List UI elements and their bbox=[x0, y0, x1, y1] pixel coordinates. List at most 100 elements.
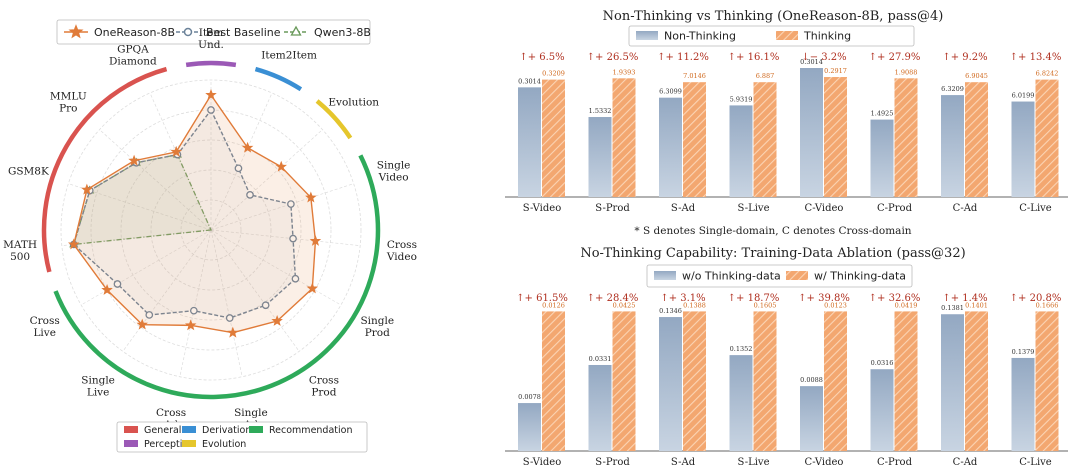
change-label: ↑+ 26.5% bbox=[587, 52, 639, 63]
onereason-8b-point bbox=[136, 318, 148, 330]
bottom-legend-box bbox=[646, 264, 913, 288]
bar-top-baseline bbox=[729, 105, 753, 197]
bar-bottom-baseline bbox=[518, 403, 541, 451]
x-tick-label: C-Live bbox=[1019, 457, 1052, 468]
bar-top-baseline bbox=[588, 117, 612, 197]
radar-axis-label: Single bbox=[81, 374, 115, 386]
radar-spoke bbox=[210, 229, 300, 352]
radar-spoke bbox=[210, 229, 243, 377]
bar-top-improved bbox=[542, 79, 565, 197]
radar-axis-label: Cross bbox=[156, 407, 186, 419]
bar-top-baseline bbox=[870, 119, 894, 197]
radar-group-arc bbox=[254, 66, 303, 92]
bar-top-baseline bbox=[941, 95, 964, 197]
change-label: ↑+ 32.6% bbox=[869, 293, 921, 304]
change-label: ↑+ 13.4% bbox=[1010, 52, 1062, 63]
group-legend-label: Evolution bbox=[202, 439, 246, 450]
onereason-8b-point bbox=[306, 282, 319, 294]
radar-axis-label: Live bbox=[87, 386, 109, 398]
bottom-bar-chart: No-Thinking Capability: Training-Data Ab… bbox=[505, 246, 1068, 468]
bar-value-label: 0.1379 bbox=[1012, 348, 1035, 356]
bar-bottom-improved bbox=[542, 311, 565, 451]
radar-axis-label: MMLU bbox=[50, 91, 87, 103]
change-label: ↑+ 20.8% bbox=[1010, 293, 1062, 304]
bar-bottom-improved bbox=[1035, 311, 1059, 451]
bar-legend-label: Thinking bbox=[803, 30, 851, 43]
top-legend: Non-Thinking Thinking bbox=[636, 30, 851, 43]
radar-legend-label: Best Baseline bbox=[206, 26, 281, 39]
x-tick-label: S-Prod bbox=[595, 457, 630, 468]
radar-axis-label: Prod bbox=[365, 327, 390, 339]
onereason-8b-point bbox=[184, 319, 197, 331]
onereason-8b-point bbox=[81, 183, 93, 195]
change-label: ↑+ 18.7% bbox=[728, 293, 780, 304]
group-legend-swatch bbox=[249, 426, 263, 433]
bar-value-label: 1.4925 bbox=[871, 110, 894, 118]
radar-spoke bbox=[80, 229, 212, 306]
change-label: ↑+ 1.4% bbox=[942, 293, 987, 304]
change-label: ↑+ 27.9% bbox=[869, 52, 921, 63]
radar-axis-label: Cross bbox=[30, 315, 60, 327]
x-tick-label: S-Live bbox=[737, 457, 769, 468]
bar-value-label: 0.1381 bbox=[941, 304, 964, 312]
radar-legend-label: Qwen3-8B bbox=[314, 26, 371, 39]
best-baseline-point bbox=[207, 106, 215, 114]
radar-group-arc bbox=[53, 154, 381, 400]
bar-value-label: 0.0126 bbox=[542, 301, 565, 309]
group-legend-swatch bbox=[182, 426, 196, 433]
radar-axis-label: GSM8K bbox=[8, 166, 49, 178]
onereason-8b-point bbox=[205, 88, 217, 100]
bar-bottom-baseline bbox=[729, 355, 753, 451]
bar-value-label: 6.887 bbox=[756, 72, 775, 80]
bar-legend-label: Non-Thinking bbox=[664, 30, 736, 43]
bar-bottom-improved bbox=[894, 311, 918, 451]
bar-legend-label: w/ Thinking-data bbox=[814, 270, 906, 283]
bar-value-label: 7.0146 bbox=[683, 72, 706, 80]
radar-axis-label: 500 bbox=[10, 251, 30, 263]
radar-spoke bbox=[210, 229, 342, 306]
radar-axis-label: Video bbox=[386, 251, 417, 263]
bar-value-label: 6.0199 bbox=[1012, 92, 1035, 100]
x-tick-label: C-Prod bbox=[877, 457, 913, 468]
best-baseline-point bbox=[225, 314, 234, 322]
bar-value-label: 0.0331 bbox=[589, 355, 612, 363]
group-legend-label: Recommendation bbox=[269, 425, 352, 436]
radar-legend-star-marker bbox=[68, 24, 84, 39]
bar-bottom-improved bbox=[965, 311, 988, 451]
onereason-8b-point bbox=[101, 283, 113, 295]
bar-top-improved bbox=[612, 78, 636, 197]
radar-axis-labels: ItemUnd.Item2ItemEvolutionSingleVideoCro… bbox=[3, 27, 417, 431]
x-tick-label: C-Live bbox=[1019, 203, 1052, 214]
best-baseline-point bbox=[287, 200, 295, 208]
group-legend: General Derivation Recommendation Perceptio… bbox=[124, 425, 352, 450]
bar-value-label: 0.3014 bbox=[518, 77, 541, 85]
radar-axis-label: Single bbox=[360, 315, 394, 327]
radar-group-ring bbox=[41, 60, 381, 400]
group-legend-swatch bbox=[124, 426, 138, 433]
onereason-8b-point bbox=[128, 154, 140, 166]
change-label: ↑+ 3.1% bbox=[660, 293, 705, 304]
radar-legend-circle-marker bbox=[183, 27, 193, 37]
radar-axis-label: Prod bbox=[311, 386, 336, 398]
onereason-8b-point bbox=[170, 145, 182, 157]
best-baseline-point bbox=[289, 234, 297, 243]
change-label: ↓− 3.2% bbox=[801, 52, 846, 63]
bar-value-label: 0.1401 bbox=[965, 301, 988, 309]
onereason-8b-point bbox=[227, 326, 239, 338]
radar-axis-label: Cross bbox=[309, 374, 339, 386]
top-chart-title: Non-Thinking vs Thinking (OneReason-8B, … bbox=[603, 9, 944, 24]
bar-value-label: 0.1388 bbox=[683, 301, 706, 309]
bar-legend-label: w/o Thinking-data bbox=[682, 270, 781, 283]
radar-axis-label: Pro bbox=[59, 103, 77, 115]
x-tick-label: S-Live bbox=[737, 203, 769, 214]
bar-value-label: 1.9393 bbox=[613, 68, 636, 76]
radar-axis-label: MATH bbox=[3, 239, 37, 251]
bar-top-baseline bbox=[800, 68, 823, 197]
onereason-8b-point bbox=[309, 234, 322, 246]
best-baseline-point bbox=[261, 301, 270, 310]
onereason-8b-point bbox=[271, 314, 283, 326]
radar-spoke bbox=[210, 229, 361, 247]
